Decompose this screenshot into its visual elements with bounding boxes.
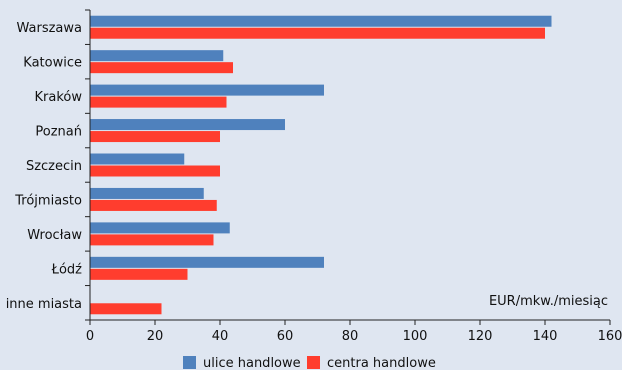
bar-ulice-5 [90, 187, 204, 199]
category-label: Szczecin [26, 159, 82, 174]
bar-ulice-0 [90, 15, 552, 27]
x-tick-label: 40 [212, 329, 229, 344]
bar-ulice-2 [90, 84, 324, 96]
bar-centra-5 [90, 199, 217, 211]
category-label: inne miasta [6, 297, 82, 312]
bar-centra-0 [90, 27, 545, 39]
bar-centra-8 [90, 303, 162, 315]
bar-centra-1 [90, 62, 233, 74]
bar-ulice-7 [90, 256, 324, 268]
category-label: Trójmiasto [14, 193, 82, 208]
legend-label-ulice: ulice handlowe [203, 356, 301, 370]
bar-centra-6 [90, 234, 214, 246]
x-tick-label: 0 [86, 329, 94, 344]
x-tick-label: 120 [468, 329, 493, 344]
legend-swatch-centra [307, 356, 320, 369]
bar-ulice-4 [90, 153, 185, 165]
category-label: Łódź [51, 262, 83, 277]
x-tick-label: 100 [403, 329, 428, 344]
x-tick-label: 80 [342, 329, 359, 344]
bar-centra-2 [90, 96, 227, 108]
category-label: Poznań [35, 125, 82, 140]
bar-centra-4 [90, 165, 220, 177]
category-label: Warszawa [17, 21, 83, 36]
bars-group [90, 15, 552, 315]
category-label: Katowice [23, 56, 82, 71]
x-tick-label: 160 [598, 329, 622, 344]
bar-centra-7 [90, 268, 188, 280]
x-tick-label: 60 [277, 329, 294, 344]
legend-swatch-ulice [183, 356, 196, 369]
category-label: Kraków [35, 90, 83, 105]
unit-note: EUR/mkw./miesiąc [489, 294, 608, 309]
axes-group: Warszawa Katowice Kraków Poznań Szczecin Trój… [6, 9, 622, 344]
bar-centra-3 [90, 131, 220, 143]
bar-ulice-6 [90, 222, 230, 234]
x-tick-label: 20 [147, 329, 164, 344]
category-label: Wrocław [27, 228, 82, 243]
x-tick-label: 140 [533, 329, 558, 344]
legend: ulice handlowe centra handlowe [183, 356, 436, 370]
bar-ulice-3 [90, 119, 285, 131]
legend-label-centra: centra handlowe [327, 356, 436, 370]
bar-ulice-1 [90, 50, 224, 62]
